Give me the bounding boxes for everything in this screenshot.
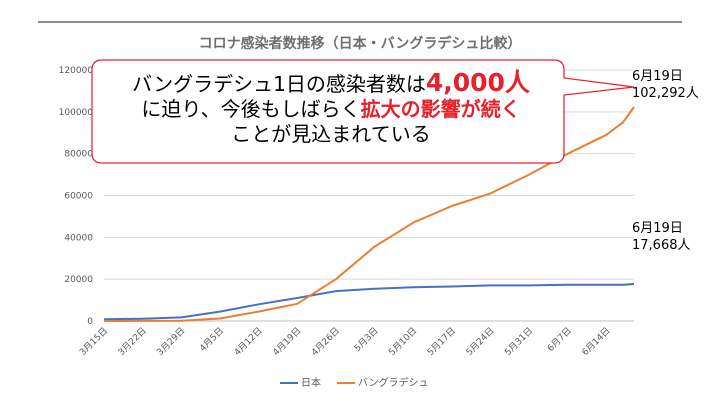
y-axis-ticks: 0 20000 40000 60000 80000 100000 120000 (59, 66, 94, 327)
top-divider-line (38, 21, 682, 23)
x-tick-label: 5月31日 (503, 325, 536, 358)
x-axis-ticks: 3月15日 3月22日 3月29日 4月5日 4月12日 4月19日 4月26日 5月3日 5月… (77, 325, 612, 358)
series-line-japan (103, 283, 635, 321)
series-lines (103, 106, 635, 322)
callout-bubble (91, 59, 635, 164)
japan-value-label: 17,668人 (632, 238, 691, 253)
x-tick-label: 4月12日 (232, 325, 265, 358)
y-tick-label: 120000 (59, 66, 94, 76)
y-tick-label: 20000 (64, 275, 93, 285)
callout-highlight-impact: 拡大の影響が続く (360, 97, 521, 121)
callout-text: バングラデシュ1日の感染者数は4,000人 に迫り、今後もしばらく拡大の影響が続… (96, 70, 566, 147)
x-tick-label: 4月19日 (271, 325, 304, 358)
x-tick-label: 5月3日 (352, 325, 381, 354)
y-tick-label: 0 (87, 317, 93, 327)
y-tick-label: 80000 (64, 150, 93, 160)
legend-label-japan: 日本 (301, 376, 321, 389)
legend: 日本 バングラデシュ (280, 376, 429, 389)
callout-line-3: ことが見込まれている (231, 122, 431, 146)
callout-line-2: に迫り、今後もしばらく拡大の影響が続く (96, 97, 566, 122)
x-tick-label: 5月10日 (387, 325, 420, 358)
x-tick-label: 3月29日 (155, 325, 188, 358)
callout-line-1: バングラデシュ1日の感染者数は4,000人 (96, 70, 566, 97)
bangladesh-date-label: 6月19日 (632, 69, 683, 84)
y-tick-label: 100000 (59, 108, 94, 118)
callout-highlight-count: 4,000人 (425, 68, 530, 97)
callout-line-1-text: バングラデシュ1日の感染者数は (132, 72, 426, 96)
bangladesh-value-label: 102,292人 (632, 86, 699, 101)
x-tick-label: 4月5日 (197, 325, 226, 354)
y-tick-label: 60000 (64, 192, 93, 202)
series-line-bangladesh (103, 106, 635, 322)
callout-line-2-text: に迫り、今後もしばらく (141, 97, 361, 121)
chart-title: コロナ感染者数推移（日本・バングラデシュ比較） (199, 35, 522, 52)
x-tick-label: 3月15日 (77, 325, 110, 358)
x-tick-label: 5月17日 (425, 325, 458, 358)
x-tick-label: 4月26日 (309, 325, 342, 358)
x-tick-label: 6月7日 (545, 325, 574, 354)
x-tick-label: 5月24日 (464, 325, 497, 358)
japan-date-label: 6月19日 (632, 221, 683, 236)
y-tick-label: 40000 (64, 233, 93, 243)
x-tick-label: 6月14日 (580, 325, 613, 358)
legend-label-bangladesh: バングラデシュ (358, 376, 429, 389)
x-tick-label: 3月22日 (116, 325, 149, 358)
